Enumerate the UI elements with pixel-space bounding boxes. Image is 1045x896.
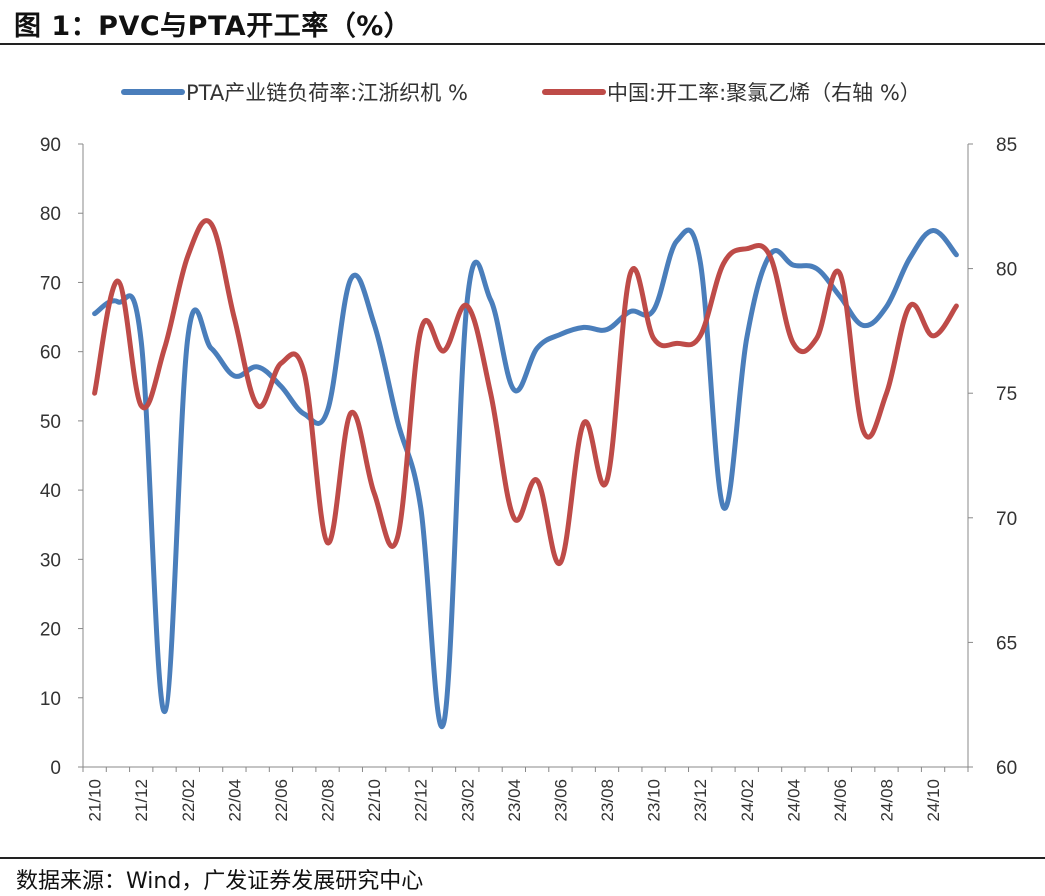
legend-label-1: PTA产业链负荷率:江浙织机 % xyxy=(186,81,468,105)
x-tick-label: 24/06 xyxy=(831,779,850,822)
line-chart: PTA产业链负荷率:江浙织机 % 中国:开工率:聚氯乙烯（右轴 %） 0 10 20 3… xyxy=(40,81,1017,822)
x-tick-label: 22/06 xyxy=(272,779,291,822)
left-y-tick-label: 60 xyxy=(40,343,61,364)
x-tick-label: 23/08 xyxy=(598,779,617,822)
title-rule xyxy=(0,43,1045,45)
x-tick-label: 22/12 xyxy=(412,779,431,822)
x-tick-label: 22/02 xyxy=(179,779,198,822)
x-tick-label: 22/08 xyxy=(319,779,338,822)
left-y-tick-label: 10 xyxy=(40,689,61,710)
left-y-tick-label: 50 xyxy=(40,412,61,433)
x-tick-label: 24/02 xyxy=(738,779,757,822)
right-y-tick-label: 85 xyxy=(996,135,1017,156)
left-y-tick-label: 40 xyxy=(40,481,61,502)
chart-axes: 0 10 20 30 40 50 60 70 80 90 60 65 70 75 80 85 21/10 21/1… xyxy=(40,135,1017,822)
figure-title: 图 1：PVC与PTA开工率（%） xyxy=(14,11,412,42)
left-y-tick-label: 20 xyxy=(40,620,61,641)
x-tick-label: 23/12 xyxy=(691,779,710,822)
left-y-tick-label: 80 xyxy=(40,204,61,225)
x-tick-label: 23/04 xyxy=(505,779,524,822)
left-y-tick-label: 90 xyxy=(40,135,61,156)
x-tick-label: 23/02 xyxy=(458,779,477,822)
x-tick-label: 23/10 xyxy=(645,779,664,822)
x-tick-label: 22/10 xyxy=(365,779,384,822)
source-note: 数据来源：Wind，广发证券发展研究中心 xyxy=(16,869,424,894)
x-tick-label: 22/04 xyxy=(225,779,244,822)
x-tick-label: 24/10 xyxy=(924,779,943,822)
chart-series-lines xyxy=(92,218,959,729)
left-y-tick-label: 30 xyxy=(40,550,61,571)
x-tick-label: 21/10 xyxy=(86,779,105,822)
series-line-2 xyxy=(92,218,959,566)
right-y-tick-label: 65 xyxy=(996,633,1017,654)
right-y-tick-label: 75 xyxy=(996,384,1017,405)
x-tick-label: 23/06 xyxy=(551,779,570,822)
right-y-tick-label: 60 xyxy=(996,758,1017,779)
left-y-tick-label: 0 xyxy=(50,758,61,779)
series-line-1 xyxy=(92,227,959,729)
x-tick-label: 24/04 xyxy=(784,779,803,822)
legend-label-2: 中国:开工率:聚氯乙烯（右轴 %） xyxy=(607,81,921,105)
x-tick-label: 24/08 xyxy=(877,779,896,822)
x-tick-label: 21/12 xyxy=(132,779,151,822)
right-y-tick-label: 80 xyxy=(996,260,1017,281)
left-y-tick-label: 70 xyxy=(40,273,61,294)
right-y-tick-label: 70 xyxy=(996,509,1017,530)
source-rule xyxy=(0,857,1045,859)
chart-legend: PTA产业链负荷率:江浙织机 % 中国:开工率:聚氯乙烯（右轴 %） xyxy=(121,81,921,105)
